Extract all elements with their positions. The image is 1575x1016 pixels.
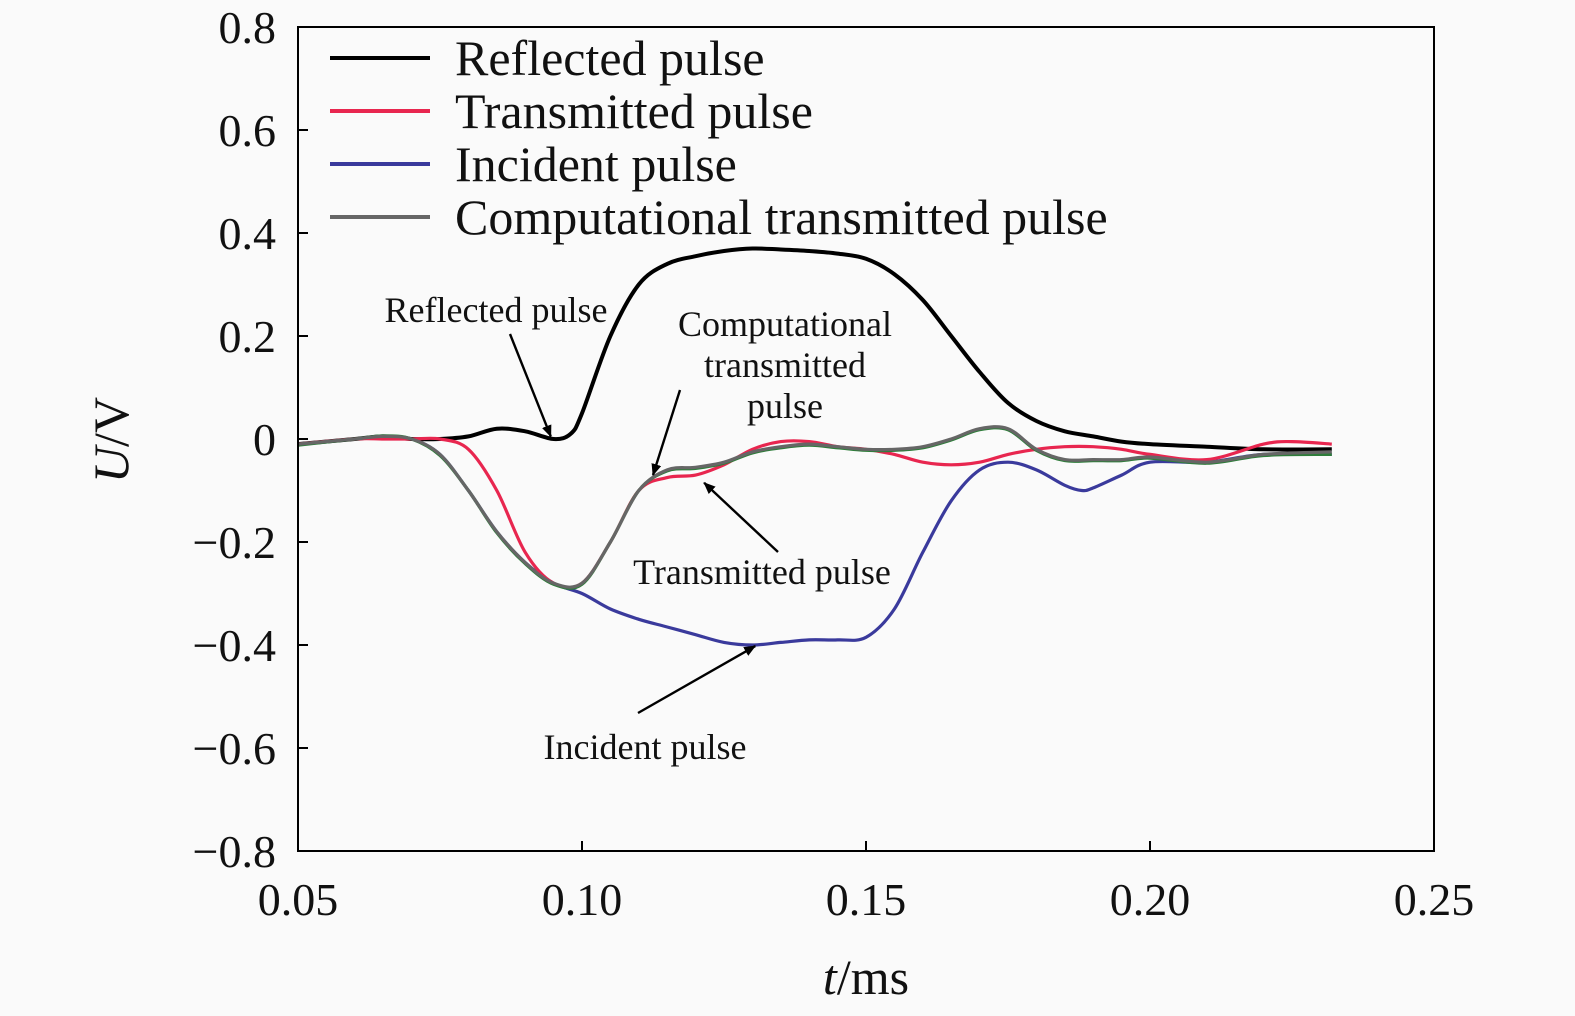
x-axis-title: t/ms: [823, 949, 909, 1005]
annotation-layer: Reflected pulse Computational transmitted p…: [385, 290, 892, 767]
y-tick-label: 0.4: [219, 208, 277, 259]
annotation-line: pulse: [747, 386, 823, 426]
y-axis-title-var: U: [83, 444, 139, 483]
x-tick-label: 0.20: [1110, 874, 1191, 925]
x-axis-title-var: t: [823, 949, 838, 1005]
legend-label: Reflected pulse: [455, 30, 765, 86]
annotation-line: Incident pulse: [544, 727, 747, 767]
x-tick-label: 0.15: [826, 874, 907, 925]
ticks-layer: 0.05 0.10 0.15 0.20 0.250.80.60.40.20−0.2−0.…: [193, 2, 1475, 925]
annotation-label: Transmitted pulse: [633, 552, 891, 592]
annotation-arrow: [637, 644, 757, 715]
y-tick-label: 0: [253, 414, 276, 465]
series-line-reflected-pulse: [297, 246, 1332, 452]
legend-label: Incident pulse: [455, 136, 737, 192]
annotation-line: Computational: [678, 304, 892, 344]
annotation-line: Reflected pulse: [385, 290, 608, 330]
annotation-label: Incident pulse: [544, 727, 747, 767]
y-tick-label: 0.2: [219, 311, 277, 362]
y-tick-label: −0.2: [193, 517, 276, 568]
y-tick-label: 0.8: [219, 2, 277, 53]
x-tick-label: 0.25: [1394, 874, 1475, 925]
annotation-label: Reflected pulse: [385, 290, 608, 330]
legend-label: Transmitted pulse: [455, 83, 813, 139]
legend-label: Computational transmitted pulse: [455, 189, 1108, 245]
annotation-arrow: [651, 389, 682, 477]
annotation-label: Computational transmitted pulse: [678, 304, 892, 426]
series-line-transmitted-pulse: [297, 436, 1332, 590]
x-tick-label: 0.05: [258, 874, 339, 925]
series-line-computational-transmitted-pulse: [297, 425, 1332, 589]
x-tick-label: 0.10: [542, 874, 623, 925]
y-tick-label: 0.6: [219, 105, 277, 156]
y-tick-label: −0.4: [193, 620, 276, 671]
y-tick-label: −0.6: [193, 723, 276, 774]
annotation-arrow: [508, 333, 552, 438]
y-axis-title-unit: /V: [83, 397, 139, 447]
y-axis-title: U/V: [83, 397, 139, 483]
y-tick-label: −0.8: [193, 826, 276, 877]
annotation-line: transmitted: [704, 345, 866, 385]
series-layer: [297, 246, 1332, 647]
annotation-arrow: [703, 481, 779, 553]
x-axis-title-unit: /ms: [837, 949, 909, 1005]
annotation-line: Transmitted pulse: [633, 552, 891, 592]
